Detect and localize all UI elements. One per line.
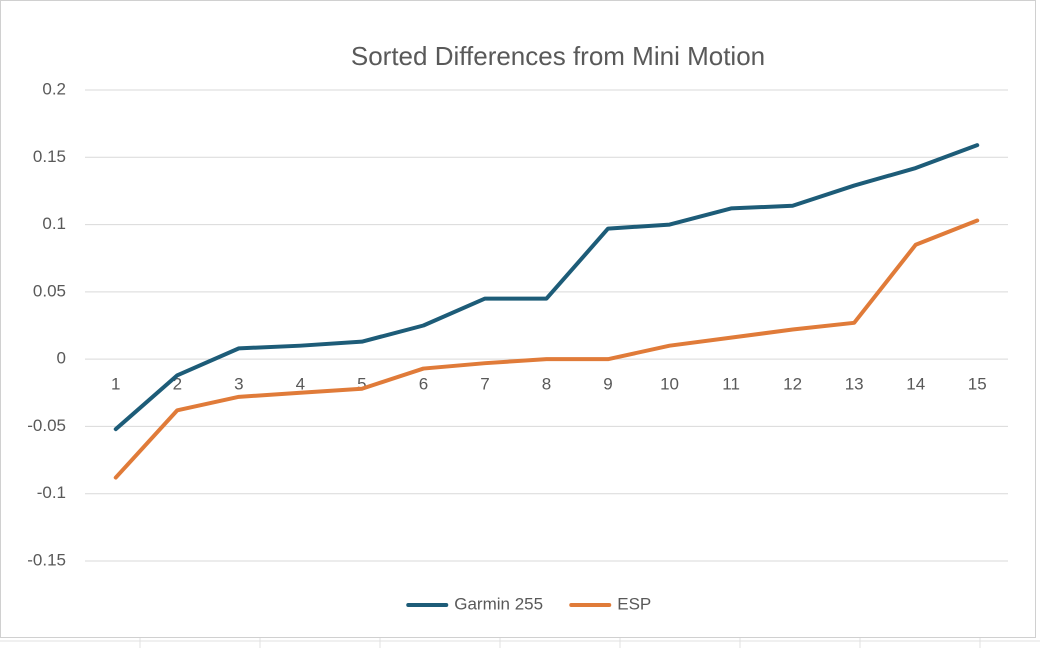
x-tick-label: 10 <box>660 375 679 394</box>
x-tick-label: 9 <box>603 375 612 394</box>
x-tick-label: 13 <box>845 375 864 394</box>
x-tick-label: 1 <box>111 375 120 394</box>
x-tick-label: 2 <box>173 375 182 394</box>
y-tick-label: -0.05 <box>27 416 66 435</box>
y-tick-label: 0.15 <box>33 147 66 166</box>
y-tick-label: -0.1 <box>37 483 66 502</box>
x-tick-label: 7 <box>480 375 489 394</box>
x-tick-label: 14 <box>906 375 925 394</box>
legend-label: ESP <box>617 594 651 613</box>
x-tick-label: 11 <box>722 375 740 394</box>
y-tick-label: 0 <box>57 349 66 368</box>
y-tick-label: 0.1 <box>42 214 66 233</box>
y-tick-label: 0.05 <box>33 281 66 300</box>
y-tick-label: -0.15 <box>27 550 66 569</box>
y-tick-label: 0.2 <box>42 79 66 98</box>
series-line <box>113 143 980 432</box>
x-tick-label: 5 <box>357 375 366 394</box>
series-line <box>113 218 980 480</box>
x-tick-label: 6 <box>419 375 428 394</box>
x-tick-label: 12 <box>783 375 802 394</box>
legend-label: Garmin 255 <box>454 594 543 613</box>
x-tick-label: 8 <box>542 375 551 394</box>
sheet-grid <box>0 638 1040 648</box>
chart-title: Sorted Differences from Mini Motion <box>351 41 765 71</box>
x-tick-label: 15 <box>968 375 987 394</box>
x-tick-label: 4 <box>296 375 305 394</box>
x-tick-label: 3 <box>234 375 243 394</box>
